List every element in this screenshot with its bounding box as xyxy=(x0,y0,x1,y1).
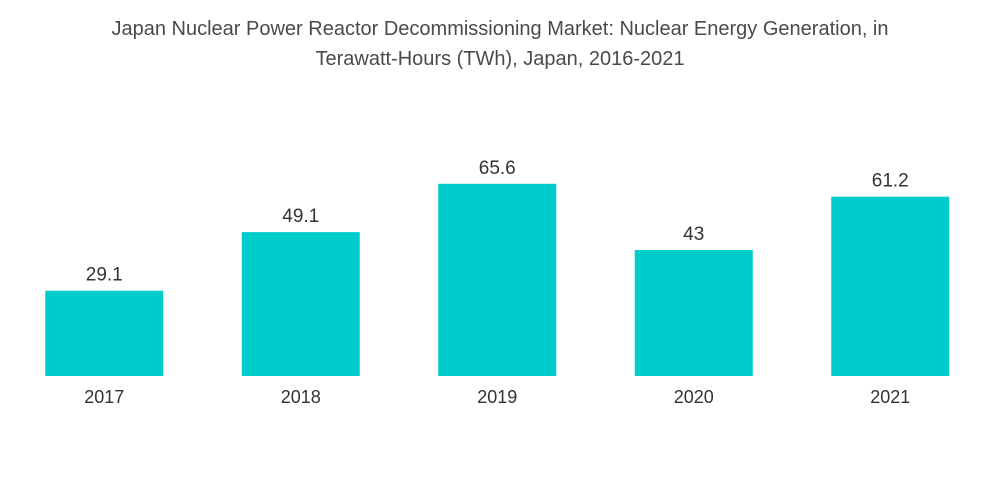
x-tick-label-2017: 2017 xyxy=(84,387,124,407)
chart-title-line-2: Terawatt-Hours (TWh), Japan, 2016-2021 xyxy=(315,48,685,70)
bar-2019 xyxy=(438,183,557,376)
value-label-2018: 49.1 xyxy=(282,206,319,227)
bar-2021 xyxy=(831,196,950,376)
chart-title-line-1: Japan Nuclear Power Reactor Decommission… xyxy=(111,18,889,40)
x-tick-label-2019: 2019 xyxy=(477,387,517,407)
x-tick-label-2018: 2018 xyxy=(281,387,321,407)
bar-2017 xyxy=(45,290,164,376)
chart-title: Japan Nuclear Power Reactor Decommission… xyxy=(0,14,1000,74)
x-tick-label-2020: 2020 xyxy=(674,387,714,407)
value-label-2020: 43 xyxy=(683,224,704,245)
x-tick-label-2021: 2021 xyxy=(870,387,910,407)
bar-2020 xyxy=(634,250,753,376)
value-label-2017: 29.1 xyxy=(86,265,123,286)
bar-2018 xyxy=(241,232,360,376)
value-label-2019: 65.6 xyxy=(479,158,516,179)
value-label-2021: 61.2 xyxy=(872,171,909,192)
